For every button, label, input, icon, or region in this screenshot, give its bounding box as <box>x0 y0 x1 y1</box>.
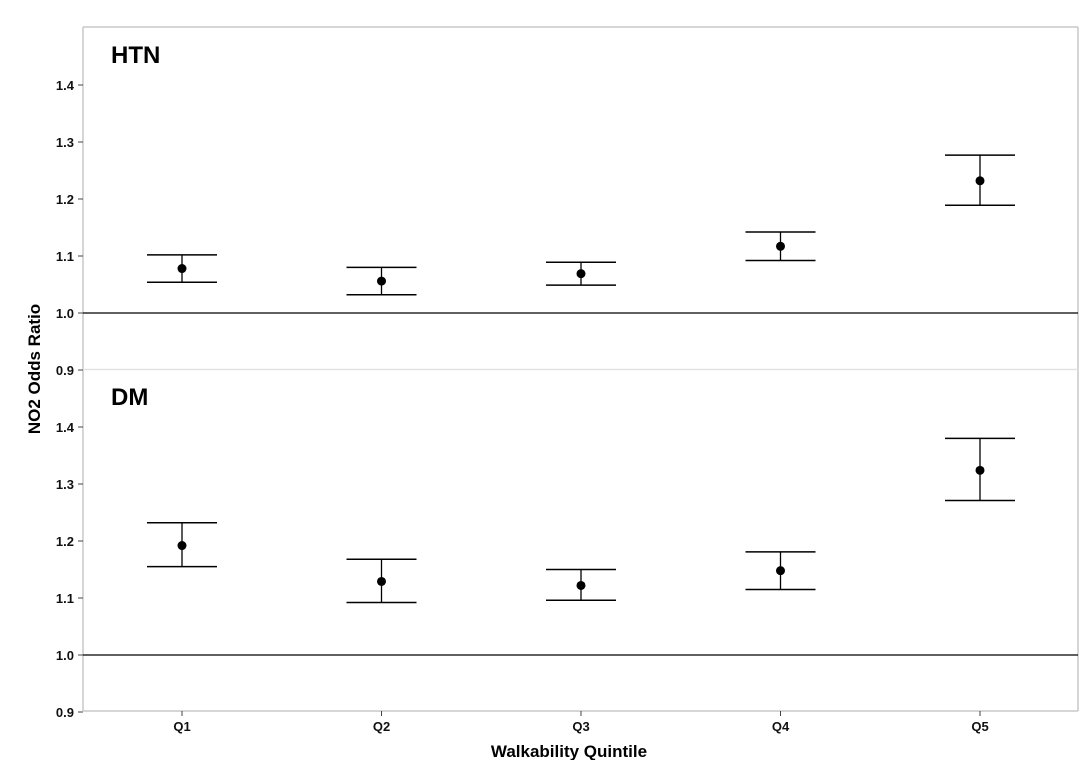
y-tick-label: 1.1 <box>56 249 74 264</box>
data-point-group <box>147 254 217 283</box>
y-tick-label: 1.0 <box>56 648 74 663</box>
panel-dm: DM 0.9 1.0 1.1 1.2 1.3 1.4 <box>56 384 1078 720</box>
data-point-marker <box>975 176 985 186</box>
y-tick-label: 1.2 <box>56 192 74 207</box>
data-point-marker <box>377 576 386 586</box>
data-point-group <box>945 437 1015 502</box>
y-tick-label: 1.3 <box>56 135 74 150</box>
data-point-group <box>546 261 616 286</box>
data-point-group <box>945 154 1015 207</box>
x-axis-title: Walkability Quintile <box>491 742 647 760</box>
panel-label: HTN <box>111 42 160 69</box>
y-tick-label: 0.9 <box>56 363 74 378</box>
y-tick-label: 1.1 <box>56 591 74 606</box>
data-point-marker <box>377 276 386 286</box>
y-tick-label: 1.2 <box>56 534 74 549</box>
x-tick-label: Q4 <box>772 719 790 734</box>
x-tick-label: Q3 <box>572 719 589 734</box>
panel-htn: HTN 0.9 1.0 1.1 1.2 1.3 1.4 <box>56 42 1078 378</box>
data-point-marker <box>776 566 785 576</box>
data-point-marker <box>776 241 785 251</box>
x-axis: Q1 Q2 Q3 Q4 Q5 <box>173 711 989 734</box>
panels-layer: HTN 0.9 1.0 1.1 1.2 1.3 1.4 DM 0.9 1.0 1.1 1.2 1.3 1.… <box>56 42 1078 720</box>
y-tick-label: 1.4 <box>56 420 75 435</box>
y-axis-title: NO2 Odds Ratio <box>25 304 44 434</box>
data-point-group <box>147 522 217 568</box>
x-tick-label: Q5 <box>971 719 988 734</box>
data-point-marker <box>576 580 586 590</box>
x-tick-label: Q2 <box>373 719 390 734</box>
data-point-marker <box>576 269 586 279</box>
data-point-group <box>346 558 417 604</box>
y-tick-label: 0.9 <box>56 705 74 720</box>
y-tick-label: 1.4 <box>56 78 75 93</box>
y-axis-ticks: 0.9 1.0 1.1 1.2 1.3 1.4 <box>56 78 83 378</box>
data-point-group <box>745 231 816 262</box>
data-point-group <box>346 266 417 296</box>
data-point-marker <box>177 264 187 274</box>
y-tick-label: 1.0 <box>56 306 74 321</box>
data-point-marker <box>177 541 187 551</box>
panel-label: DM <box>111 384 148 411</box>
data-point-group <box>546 568 616 602</box>
x-tick-label: Q1 <box>173 719 190 734</box>
data-point-marker <box>975 465 985 475</box>
y-tick-label: 1.3 <box>56 477 74 492</box>
y-axis-ticks: 0.9 1.0 1.1 1.2 1.3 1.4 <box>56 420 83 720</box>
data-point-group <box>745 551 816 591</box>
